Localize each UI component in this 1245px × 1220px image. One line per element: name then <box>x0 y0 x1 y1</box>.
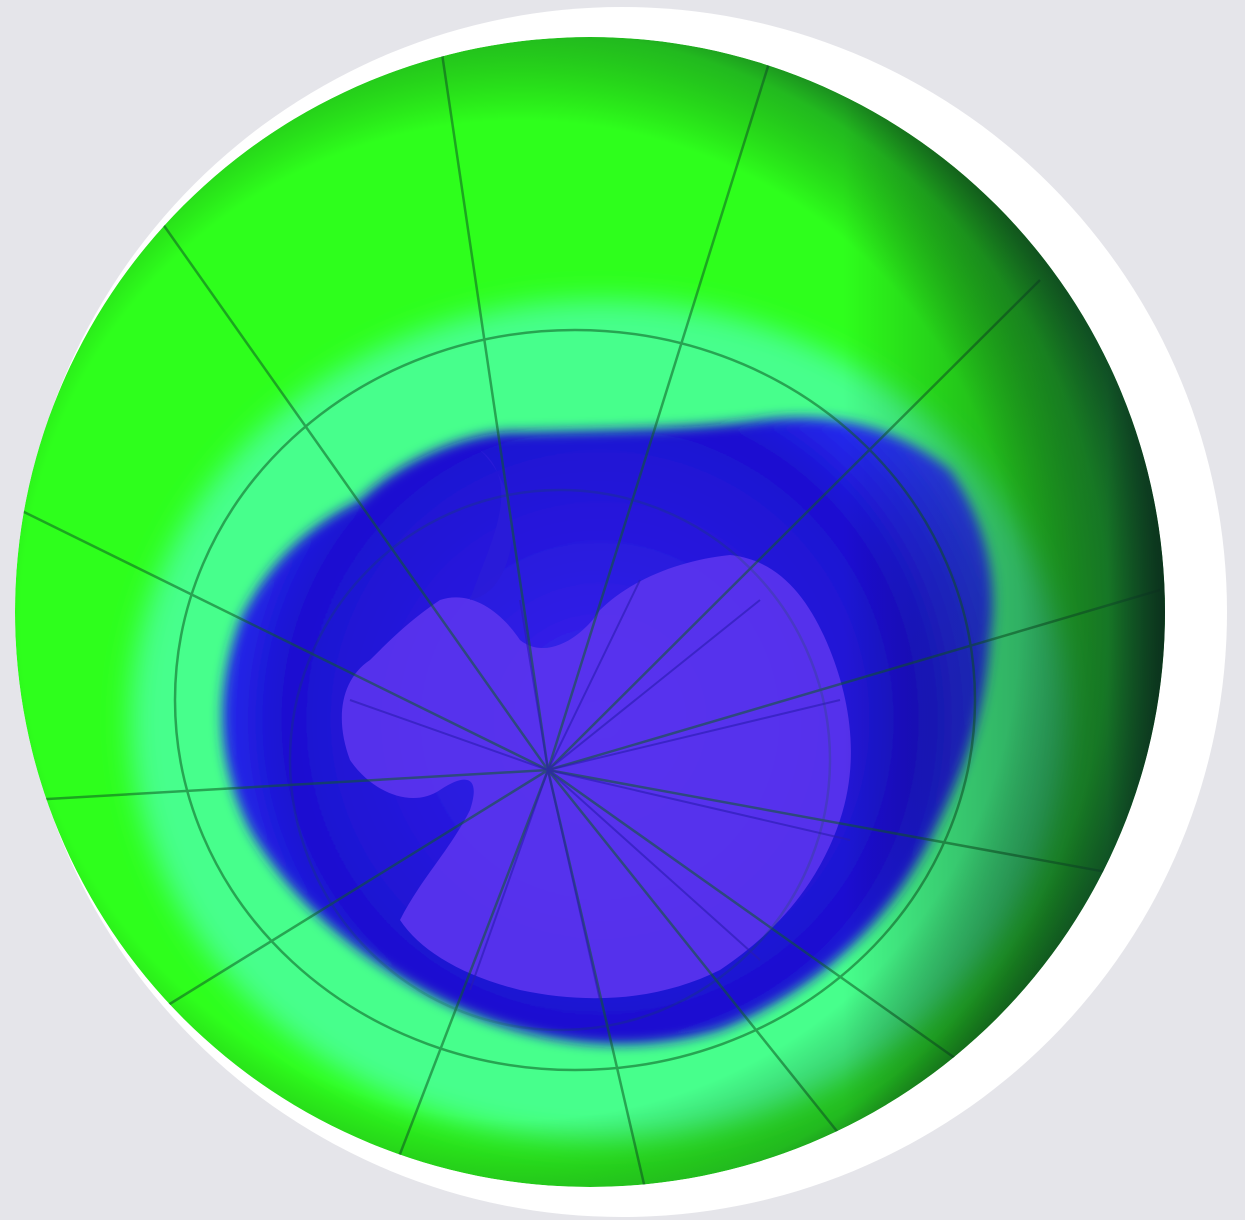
limb-shading-right <box>15 37 1165 1187</box>
globe <box>15 37 1165 1187</box>
